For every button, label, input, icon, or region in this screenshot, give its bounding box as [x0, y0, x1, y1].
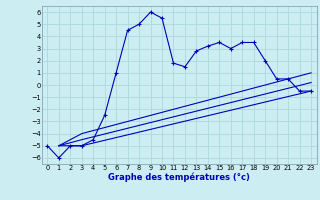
- X-axis label: Graphe des températures (°c): Graphe des températures (°c): [108, 172, 250, 182]
